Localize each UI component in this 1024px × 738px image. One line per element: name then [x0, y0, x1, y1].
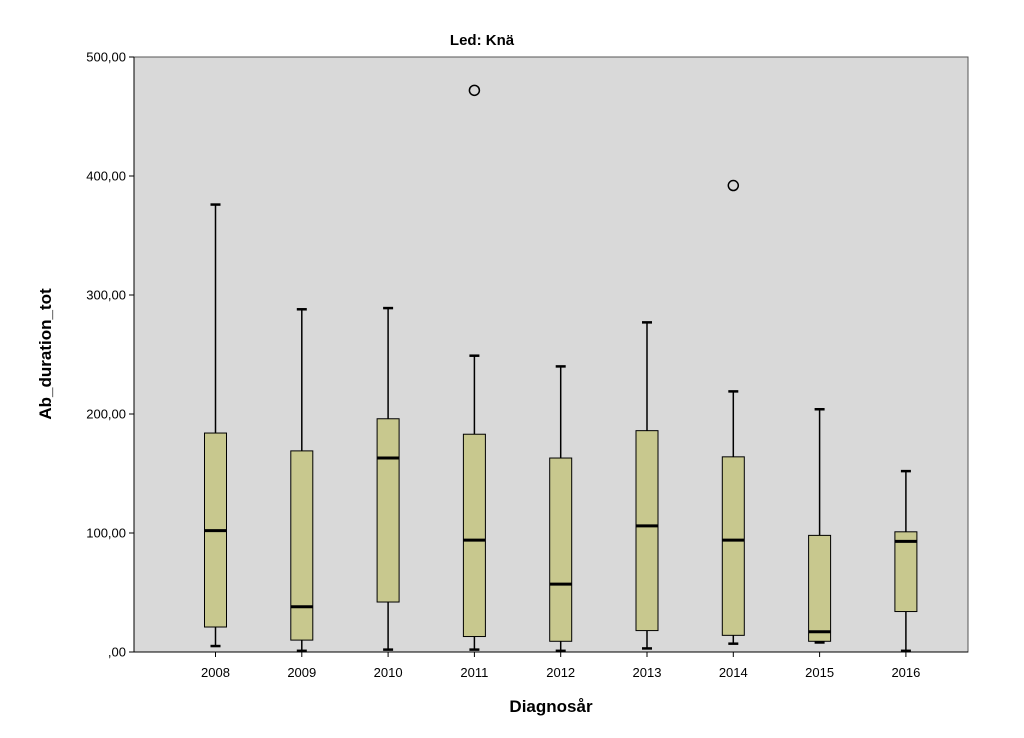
x-tick-label: 2013: [633, 665, 662, 680]
y-tick-label: ,00: [108, 645, 126, 660]
chart-marks: ,00 100,00 200,00 300,00 400,00 500,00 2008 200…: [86, 50, 968, 680]
box-iqr-2009: [290, 450, 314, 641]
outlier-point: [727, 179, 740, 192]
x-tick-label: 2015: [805, 665, 834, 680]
y-tick-label: 400,00: [86, 169, 126, 184]
x-tick-label: 2012: [546, 665, 575, 680]
x-tick-label: 2011: [460, 665, 488, 680]
y-tick-label: 200,00: [86, 407, 126, 422]
y-axis-title: Ab_duration_tot: [36, 288, 55, 420]
y-tick-label: 100,00: [86, 526, 126, 541]
x-tick-label: 2009: [287, 665, 316, 680]
box-iqr-2016: [894, 531, 918, 613]
x-tick-label: 2016: [891, 665, 920, 680]
x-tick-label: 2014: [719, 665, 748, 680]
chart-title: Led: Knä: [450, 32, 515, 49]
y-tick-label: 500,00: [86, 50, 126, 65]
x-tick-label: 2010: [374, 665, 403, 680]
box-iqr-2014: [721, 456, 745, 636]
outlier-point: [468, 84, 481, 97]
box-iqr-2011: [462, 433, 486, 638]
x-tick-label: 2008: [201, 665, 230, 680]
box-iqr-2010: [376, 418, 400, 603]
x-axis-title: Diagnosår: [509, 697, 593, 716]
box-iqr-2013: [635, 430, 659, 632]
box-iqr-2012: [549, 457, 573, 642]
y-tick-label: 300,00: [86, 288, 126, 303]
box-iqr-2015: [808, 534, 832, 642]
